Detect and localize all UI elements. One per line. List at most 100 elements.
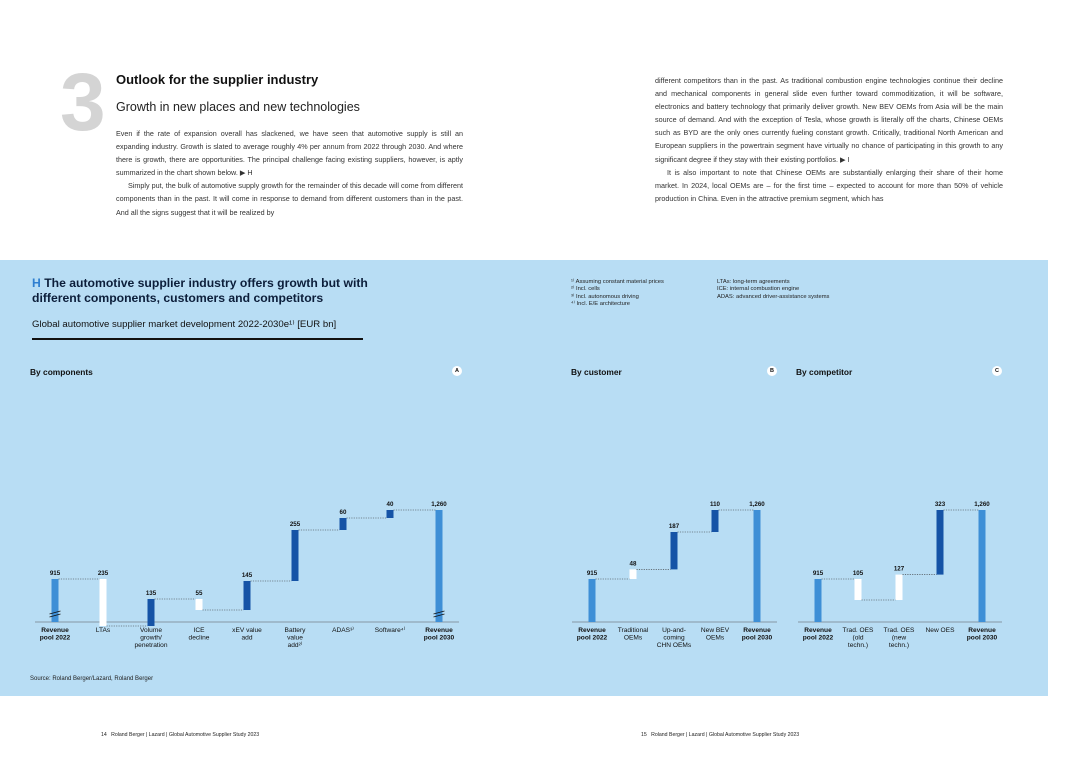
category-label: ADAS³⁾ [332, 627, 354, 634]
data-label: 1,260 [431, 501, 447, 508]
category-label: LTAs [96, 627, 111, 634]
chart-c-title: By competitor [796, 367, 853, 377]
axis-break [433, 610, 445, 615]
paragraph: different competitors than in the past. … [655, 76, 1003, 164]
footer-right: 15 Roland Berger | Lazard | Global Autom… [641, 732, 799, 738]
category-label: Revenue pool 2022 [577, 627, 608, 642]
chart-b-badge: B [767, 366, 777, 376]
body-text-left: Even if the rate of expansion overall ha… [116, 127, 463, 219]
data-label: 255 [290, 521, 301, 528]
figure-title-text: The automotive supplier industry offers … [32, 276, 368, 305]
data-label: 915 [50, 570, 61, 577]
figure-title: H The automotive supplier industry offer… [32, 276, 392, 306]
category-label: Revenue pool 2030 [967, 627, 998, 642]
chart-c-badge: C [992, 366, 1002, 376]
figure-letter: H [32, 276, 41, 290]
data-label: 60 [340, 509, 347, 516]
bar-5 [978, 510, 986, 622]
category-label: Software⁴⁾ [375, 627, 406, 634]
data-label: 40 [387, 501, 394, 508]
category-label: xEV value add [232, 627, 262, 642]
category-label: ICE decline [189, 627, 210, 642]
bar-3 [670, 532, 678, 570]
bar-8 [386, 510, 394, 518]
data-label: 145 [242, 572, 253, 579]
chart-b-title: By customer [571, 367, 622, 377]
category-label: Battery value add²⁾ [285, 627, 307, 649]
abbreviation: ADAS: advanced driver-assistance systems [717, 293, 830, 300]
paragraph: It is also important to note that Chines… [655, 167, 1003, 203]
data-label: 110 [710, 501, 721, 508]
chart-1: 915 Revenue pool 2022 235 LTAs 135 Volume growt… [35, 501, 459, 649]
paragraph: Even if the rate of expansion overall ha… [116, 129, 463, 178]
category-label: Volume growth/penetration [135, 627, 168, 649]
chapter-title: Outlook for the supplier industry [116, 72, 319, 87]
footnote: ³⁾ Incl. autonomous driving [571, 293, 639, 300]
category-label: Revenue pool 2022 [803, 627, 834, 642]
bar-4 [195, 599, 203, 610]
axis-break [433, 613, 445, 618]
category-label: Trad. OES (new techn.) [884, 627, 916, 649]
bar-5 [243, 581, 251, 610]
footnote: ⁴⁾ Incl. E/E architecture [571, 301, 631, 308]
data-label: 323 [935, 501, 946, 508]
bar-9 [435, 510, 443, 622]
data-label: 915 [587, 570, 598, 577]
axis-break [49, 610, 61, 615]
bar-6 [291, 530, 299, 581]
category-label: New BEV OEMs [701, 627, 730, 642]
category-label: Revenue pool 2022 [40, 627, 71, 642]
bar-4 [711, 510, 719, 532]
paragraph: Simply put, the bulk of automotive suppl… [116, 181, 463, 217]
data-label: 127 [894, 566, 905, 573]
figure-subtitle: Global automotive supplier market develo… [32, 319, 337, 330]
category-label: New OES [926, 627, 956, 634]
data-label: 48 [630, 560, 637, 567]
bar-1 [814, 579, 822, 622]
category-label: Revenue pool 2030 [424, 627, 455, 642]
chapter-number: 3 [60, 57, 106, 148]
footnote: ¹⁾ Assuming constant material prices [571, 279, 664, 285]
chapter-subtitle: Growth in new places and new technologie… [116, 100, 360, 114]
page-number-left: 14 [101, 732, 107, 738]
bar-3 [147, 599, 155, 626]
bar-5 [753, 510, 761, 622]
bar-2 [629, 569, 637, 579]
data-label: 135 [146, 590, 157, 597]
footnote: ²⁾ Incl. cells [571, 286, 600, 293]
chart-2: 915 Revenue pool 2022 48 Traditional OEMs 187 U… [572, 501, 777, 649]
footer-left: 14 Roland Berger | Lazard | Global Autom… [101, 732, 259, 738]
footnotes: ¹⁾ Assuming constant material prices ²⁾ … [571, 279, 664, 309]
abbreviation: LTAs: long-term agreements [717, 279, 790, 285]
chart-a-title: By components [30, 367, 93, 377]
data-label: 55 [196, 590, 203, 597]
bar-3 [895, 574, 903, 600]
subtitle-rule [32, 338, 363, 340]
category-label: Up-and-coming CHN OEMs [657, 627, 692, 649]
axis-break [49, 613, 61, 618]
figure-panel [0, 260, 1048, 696]
category-label: Trad. OES (old techn.) [843, 627, 875, 649]
bar-2 [854, 579, 862, 600]
category-label: Traditional OEMs [618, 627, 649, 642]
bar-1 [588, 579, 596, 622]
source-note: Source: Roland Berger/Lazard, Roland Ber… [30, 676, 154, 682]
abbreviation: ICE: internal combustion engine [717, 286, 800, 293]
bar-2 [99, 579, 107, 626]
bar-7 [339, 518, 347, 530]
charts-layer: 915 Revenue pool 2022 235 LTAs 135 Volume growt… [35, 501, 1002, 649]
data-label: 235 [98, 570, 109, 577]
category-label: Revenue pool 2030 [742, 627, 773, 642]
data-label: 105 [853, 570, 864, 577]
footer-right-text: Roland Berger | Lazard | Global Automoti… [651, 732, 800, 738]
data-label: 187 [669, 523, 680, 530]
page-number-right: 15 [641, 732, 647, 738]
bar-1 [51, 579, 59, 622]
abbreviations: LTAs: long-term agreements ICE: internal… [717, 279, 829, 301]
bar-4 [936, 510, 944, 575]
footer-left-text: Roland Berger | Lazard | Global Automoti… [111, 732, 260, 738]
data-label: 915 [813, 570, 824, 577]
chart-a-badge: A [452, 366, 462, 376]
data-label: 1,260 [974, 501, 990, 508]
